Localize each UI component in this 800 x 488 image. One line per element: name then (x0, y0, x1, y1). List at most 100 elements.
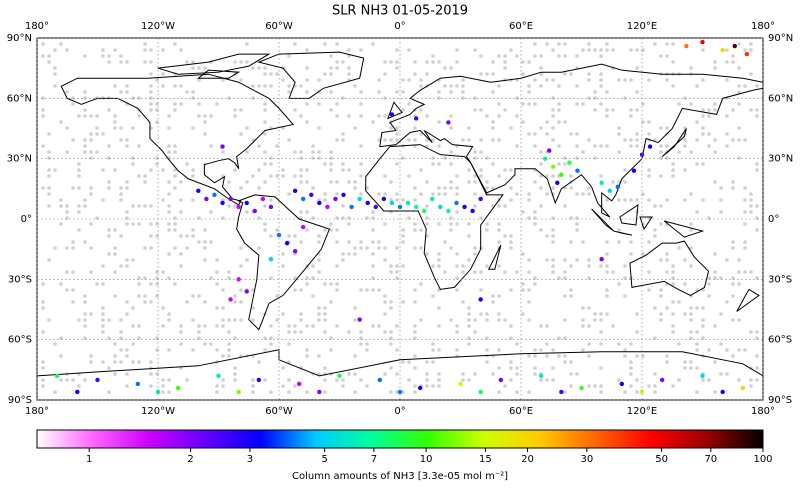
gray-dot (53, 84, 57, 88)
nh3-point (700, 373, 705, 379)
gray-dot (683, 258, 687, 262)
nh3-point (216, 373, 221, 379)
gray-dot (425, 144, 429, 148)
gray-dot (653, 390, 657, 394)
gray-dot (119, 186, 123, 190)
gray-dot (485, 222, 489, 226)
gray-dot (251, 288, 255, 292)
gray-dot (533, 42, 537, 46)
gray-dot (389, 264, 393, 268)
gray-dot (65, 126, 69, 130)
gray-dot (497, 366, 501, 370)
nh3-point (659, 377, 665, 383)
gray-dot (383, 72, 387, 76)
gray-dot (281, 366, 285, 370)
gray-dot (53, 66, 57, 70)
gray-dot (347, 66, 351, 70)
lat-tick-label-left: 0° (21, 214, 32, 225)
gray-dot (713, 138, 717, 142)
gray-dot (149, 84, 153, 88)
gray-dot (125, 186, 129, 190)
gray-dot (401, 78, 405, 82)
gray-dot (737, 348, 741, 352)
nh3-point (341, 192, 346, 198)
gray-dot (653, 372, 657, 376)
gray-dot (437, 90, 441, 94)
gray-dot (473, 108, 477, 112)
gray-dot (479, 138, 483, 142)
colorbar-tick-label: 1 (86, 454, 92, 465)
gray-dot (647, 270, 651, 274)
gray-dot (551, 48, 555, 52)
gray-dot (659, 312, 663, 316)
gray-dot (305, 276, 309, 280)
gray-dot (653, 228, 657, 232)
nh3-point (599, 257, 604, 262)
gray-dot (215, 390, 219, 394)
gray-dot (653, 42, 657, 46)
nh3-point (567, 160, 572, 165)
nh3-point (212, 192, 217, 198)
gray-dot (101, 330, 105, 334)
nh3-point (373, 204, 378, 210)
gray-dot (251, 306, 255, 310)
lat-tick-label-left: 90°N (7, 33, 32, 44)
gray-dot (599, 312, 603, 316)
gray-dot (659, 54, 663, 58)
gray-dot (323, 162, 327, 166)
gray-dot (131, 204, 135, 208)
gray-dot (449, 180, 453, 184)
gray-dot (617, 150, 621, 154)
gray-dot (311, 144, 315, 148)
gray-dot (563, 42, 567, 46)
gray-dot (677, 342, 681, 346)
nh3-point (413, 204, 419, 210)
gray-dot (563, 360, 567, 364)
gray-dot (671, 384, 675, 388)
gray-dot (605, 90, 609, 94)
gray-dot (689, 366, 693, 370)
gray-dot (299, 114, 303, 118)
gray-dot (557, 54, 561, 58)
gray-dot (227, 354, 231, 358)
lat-tick-label-left: 60°S (8, 335, 32, 346)
gray-dot (275, 294, 279, 298)
gray-dot (623, 354, 627, 358)
gray-dot (311, 150, 315, 154)
gray-dot (749, 330, 753, 334)
gray-dot (707, 294, 711, 298)
gray-dot (731, 240, 735, 244)
gray-dot (413, 186, 417, 190)
gray-dot (575, 132, 579, 136)
gray-dot (557, 102, 561, 106)
gray-dot (587, 78, 591, 82)
gray-dot (479, 54, 483, 58)
gray-dot (569, 186, 573, 190)
gray-dot (659, 294, 663, 298)
gray-dot (41, 306, 45, 310)
nh3-point (478, 196, 483, 202)
gray-dot (437, 378, 441, 382)
antarctica (37, 350, 763, 376)
gray-dot (125, 354, 129, 358)
gray-dot (539, 348, 543, 352)
gray-dot (623, 198, 627, 202)
gray-dot (305, 168, 309, 172)
gray-dot (191, 96, 195, 100)
gray-dot (329, 72, 333, 76)
gray-dot (131, 306, 135, 310)
gray-dot (725, 132, 729, 136)
gray-dot (251, 318, 255, 322)
gray-dot (167, 390, 171, 394)
gray-dot (203, 324, 207, 328)
gray-dot (383, 372, 387, 376)
gray-dot (347, 168, 351, 172)
gray-dot (497, 390, 501, 394)
gray-dot (149, 96, 153, 100)
gray-dot (95, 126, 99, 130)
gray-dot (485, 186, 489, 190)
gray-dot (191, 126, 195, 130)
gray-dot (689, 66, 693, 70)
gray-dot (89, 222, 93, 226)
gray-dot (305, 90, 309, 94)
